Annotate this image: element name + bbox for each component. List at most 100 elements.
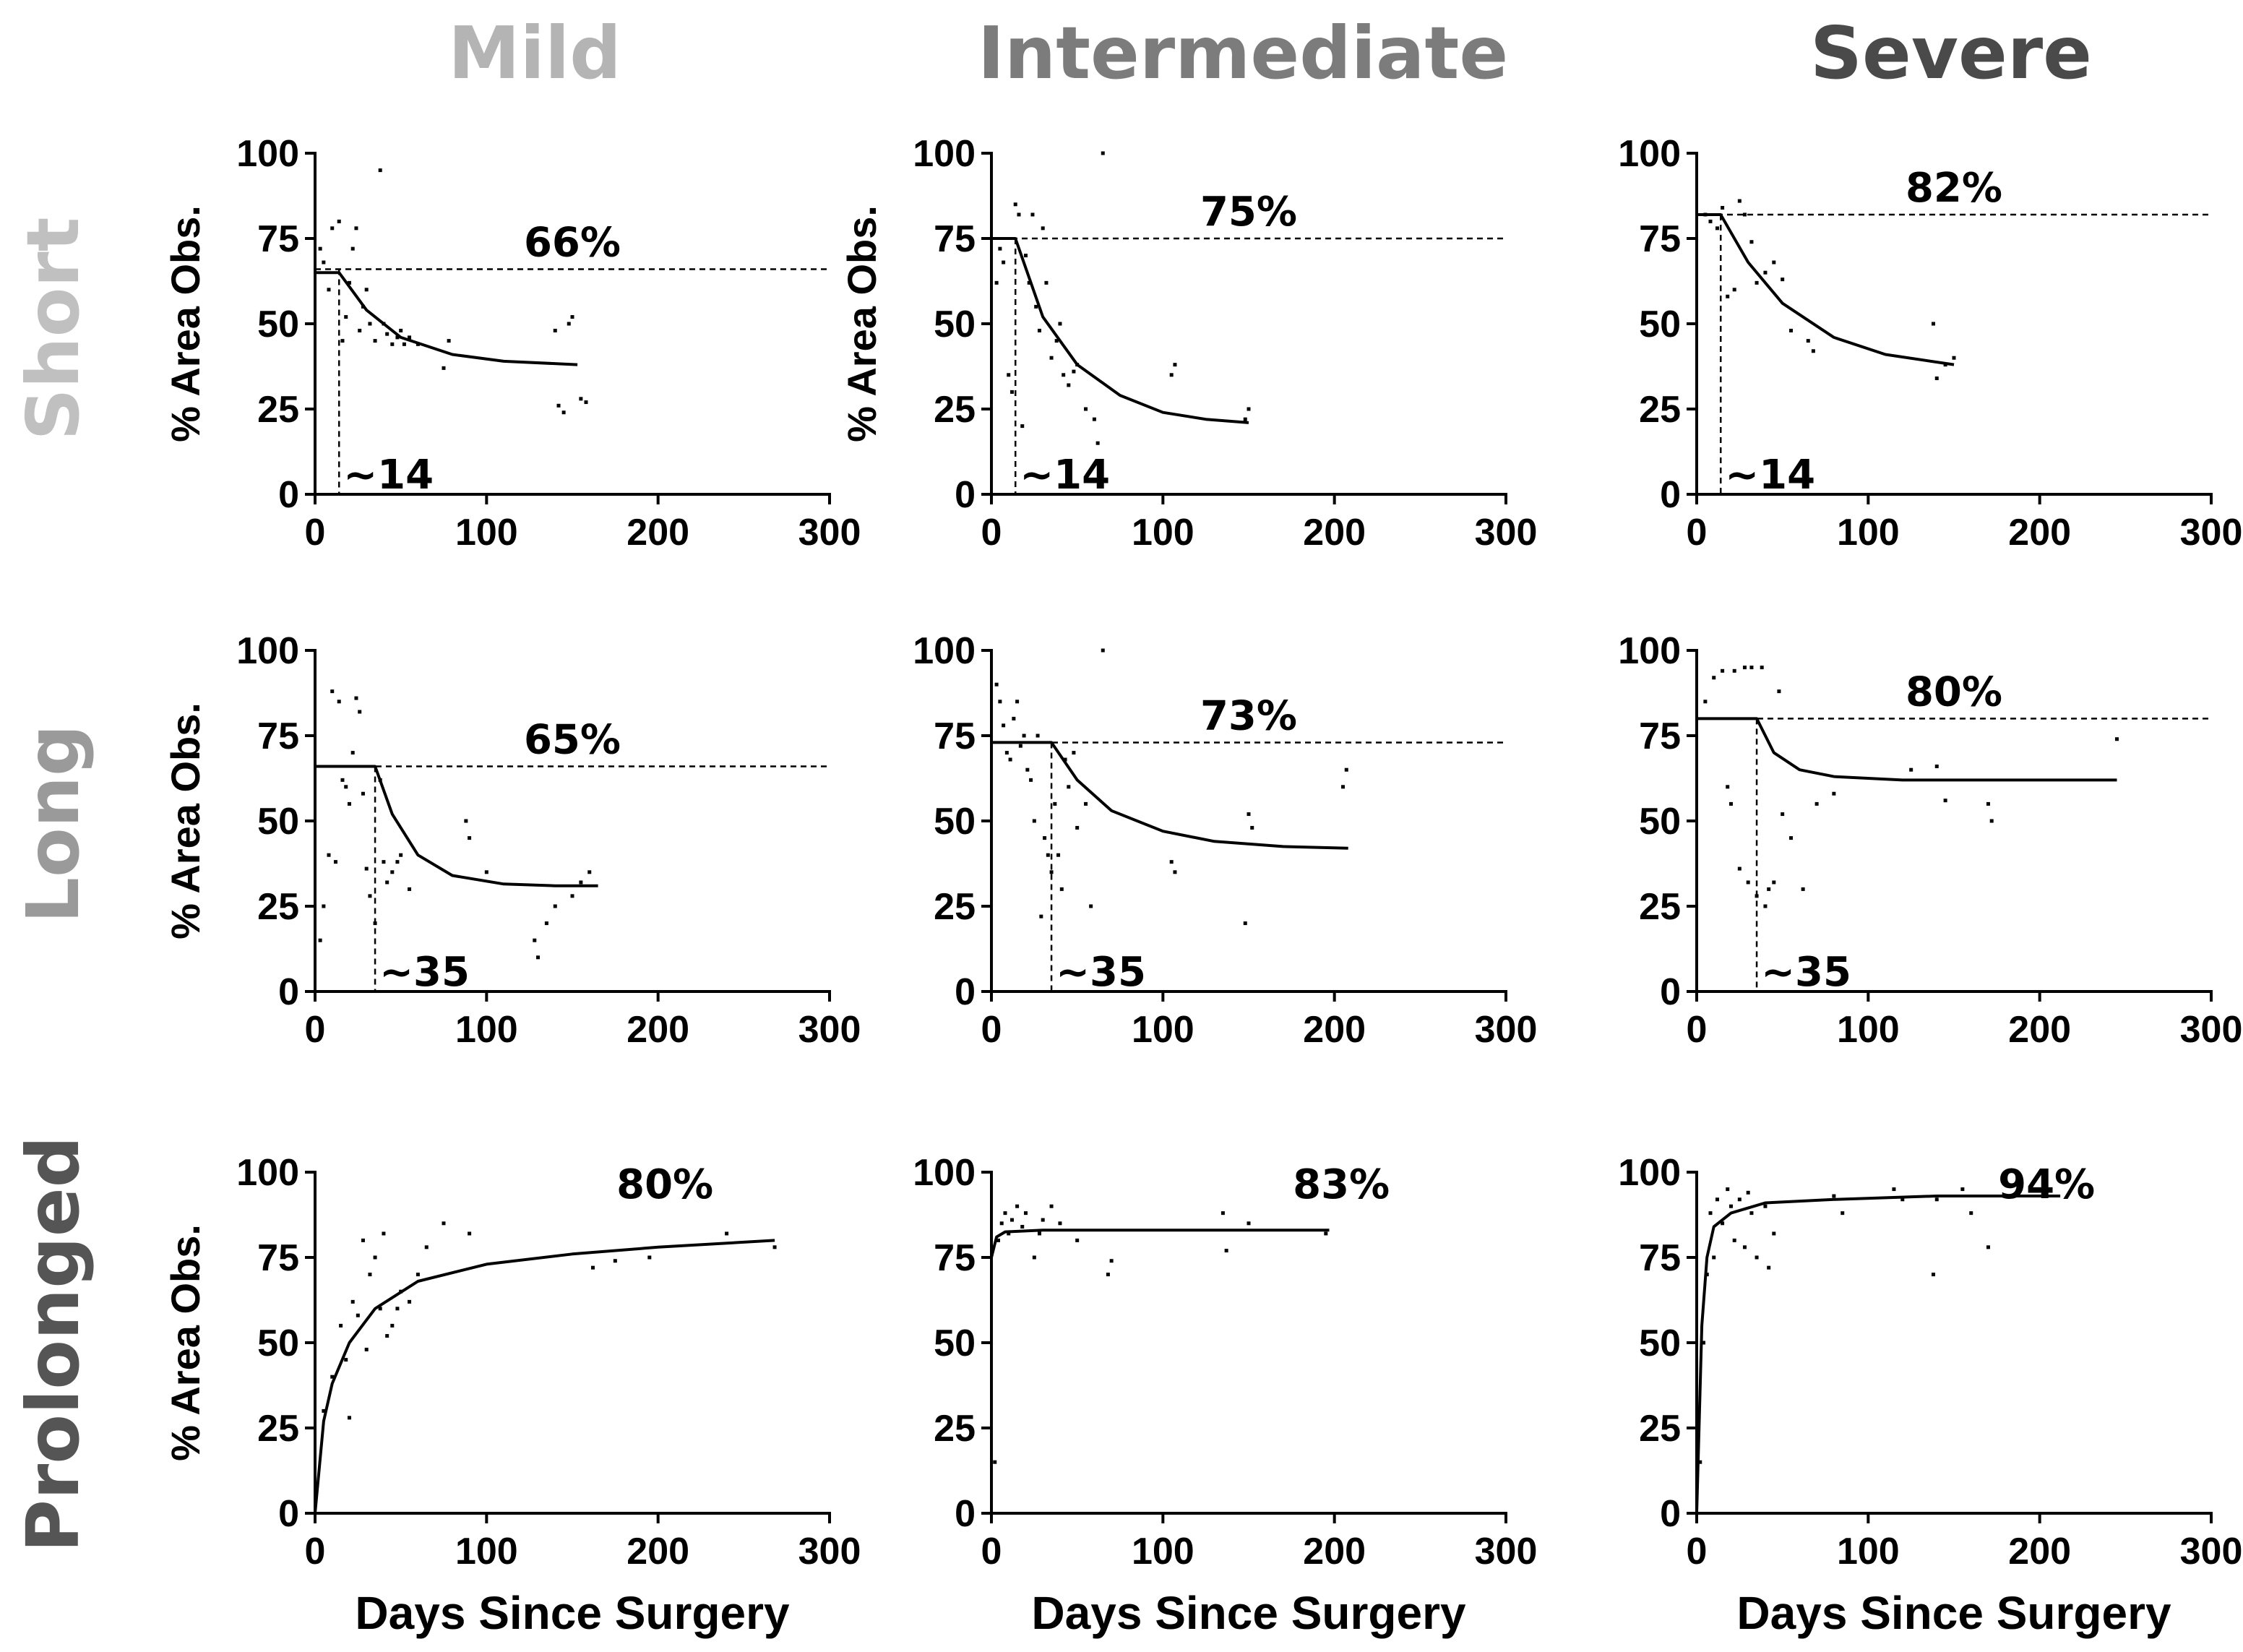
x-tick-label: 200	[1303, 512, 1366, 554]
plateau-label: 82%	[1906, 165, 2002, 212]
data-point	[1909, 767, 1913, 772]
data-point	[1712, 676, 1716, 680]
data-point	[322, 260, 326, 264]
data-point	[1943, 799, 1947, 803]
data-point	[1781, 812, 1785, 817]
data-point	[579, 880, 583, 885]
data-point	[385, 332, 389, 336]
data-point	[1806, 339, 1810, 343]
data-point	[1960, 1187, 1965, 1192]
y-tick-label: 50	[934, 304, 976, 345]
data-point	[1030, 212, 1035, 217]
data-point	[356, 1313, 360, 1317]
data-point	[1721, 1221, 1725, 1226]
x-tick-label: 100	[455, 1009, 518, 1051]
panel-long-intermediate: 0 25 50 75 100 0 100 200 300 ~35 73%	[913, 630, 1537, 1051]
data-point	[1002, 260, 1006, 264]
data-point	[378, 1307, 382, 1311]
x-tick-label: 100	[1132, 1009, 1194, 1051]
y-tick-label: 25	[934, 389, 976, 431]
x-tick-label: 0	[1687, 1531, 1708, 1573]
column-title-severe: Severe	[1810, 11, 2092, 95]
x-tick-label: 0	[981, 1531, 1002, 1573]
y-axis-label: % Area Obs.	[839, 205, 884, 442]
data-point	[1703, 700, 1708, 704]
x-tick-label: 200	[1303, 1009, 1366, 1051]
fit-curve	[1697, 213, 1955, 366]
y-tick-label: 0	[955, 1493, 976, 1535]
data-point	[1020, 1225, 1025, 1229]
data-point	[1084, 407, 1088, 411]
data-point	[364, 1347, 369, 1351]
data-point	[1721, 206, 1725, 210]
data-point	[1811, 349, 1815, 353]
x-tick-label: 300	[798, 512, 861, 554]
data-point	[1708, 1211, 1713, 1216]
data-point	[1059, 887, 1064, 891]
data-point	[1092, 417, 1096, 421]
data-point	[468, 836, 472, 840]
data-point	[998, 700, 1002, 704]
data-point	[1781, 278, 1785, 282]
data-point	[344, 315, 348, 319]
x-tick-label: 300	[1475, 1009, 1538, 1051]
x-tick-label: 0	[981, 512, 1002, 554]
data-point	[1007, 373, 1011, 377]
data-point	[1772, 1231, 1776, 1236]
x-tick-label: 0	[305, 1531, 326, 1573]
x-tick-label: 100	[1132, 512, 1194, 554]
y-tick-label: 100	[913, 133, 976, 175]
x-tick-label: 100	[1837, 512, 1900, 554]
data-point	[587, 870, 592, 874]
y-tick-label: 100	[236, 1152, 299, 1194]
data-point	[358, 328, 362, 332]
data-point	[1755, 1255, 1759, 1260]
data-point	[1742, 666, 1747, 670]
data-point	[1002, 723, 1006, 728]
data-point	[1062, 373, 1066, 377]
data-point	[382, 860, 386, 864]
data-point	[647, 1255, 652, 1260]
data-point	[468, 1231, 472, 1236]
y-tick-label: 50	[934, 801, 976, 843]
x-tick-label: 300	[798, 1009, 861, 1051]
data-point	[1789, 836, 1794, 840]
data-point	[1020, 424, 1025, 429]
data-point	[402, 342, 406, 346]
data-point	[395, 1307, 400, 1311]
x-tick-label: 0	[305, 1009, 326, 1051]
data-point	[1755, 894, 1759, 898]
data-point	[1763, 904, 1768, 908]
data-point	[1043, 836, 1047, 840]
x-tick-label: 0	[305, 512, 326, 554]
data-point	[1243, 921, 1247, 926]
y-tick-label: 25	[1639, 886, 1681, 928]
y-tick-label: 25	[934, 886, 976, 928]
data-point	[395, 335, 400, 340]
data-point	[358, 710, 362, 714]
data-point	[1169, 373, 1174, 377]
data-point	[1749, 666, 1754, 670]
data-point	[1034, 304, 1038, 309]
data-point	[1041, 226, 1045, 231]
data-point	[1737, 866, 1742, 871]
data-point	[1715, 1197, 1719, 1202]
data-point	[1892, 1187, 1896, 1192]
data-point	[395, 860, 400, 864]
data-point	[1017, 212, 1021, 217]
fit-curve	[314, 1239, 775, 1514]
y-tick-label: 75	[1639, 218, 1681, 260]
data-point	[361, 1238, 365, 1242]
data-point	[337, 219, 341, 223]
data-point	[1053, 801, 1057, 806]
data-point	[613, 1259, 617, 1263]
data-point	[1023, 254, 1028, 258]
data-point	[1075, 825, 1080, 830]
fit-curve	[315, 271, 578, 366]
data-point	[1701, 1341, 1705, 1345]
data-point	[1934, 764, 1939, 768]
data-point	[556, 403, 561, 408]
y-tick-label: 100	[913, 1152, 976, 1194]
data-point	[1029, 778, 1033, 782]
